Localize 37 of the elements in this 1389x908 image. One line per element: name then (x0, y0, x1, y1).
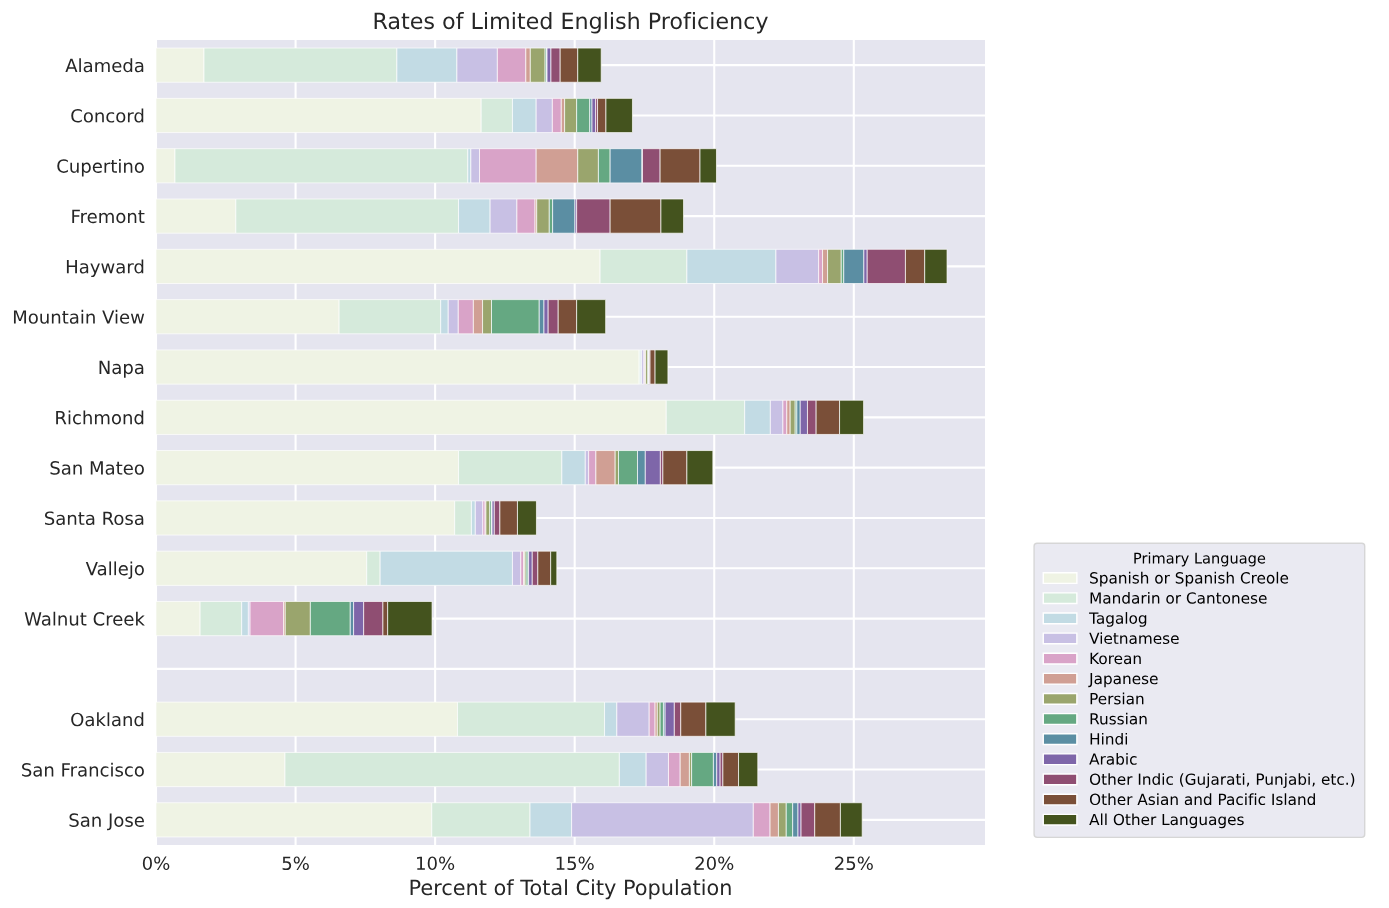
y-tick-label: Santa Rosa (44, 511, 144, 526)
x-tick-label: 15% (556, 856, 594, 871)
legend-label: Hindi (1090, 732, 1128, 745)
legend-label: All Other Languages (1089, 813, 1244, 829)
y-tick-label: San Francisco (22, 762, 144, 777)
legend-label: Spanish or Spanish Creole (1090, 571, 1289, 587)
y-tick-label: San Jose (69, 813, 144, 831)
y-tick-label: Oakland (71, 712, 144, 727)
x-tick-label: 5% (282, 856, 309, 871)
legend-label: Other Indic (Gujarati, Punjabi, etc.) (1089, 773, 1355, 788)
legend-label: Arabic (1089, 753, 1137, 765)
y-tick-label: Cupertino (57, 158, 144, 177)
legend-label: Persian (1090, 692, 1144, 705)
x-tick-label: 25% (835, 856, 873, 871)
legend-label: Japanese (1088, 672, 1158, 688)
y-tick-label: Fremont (72, 209, 145, 224)
y-tick-label: Walnut Creek (24, 611, 145, 626)
x-tick-label: 10% (417, 856, 455, 871)
y-tick-label: Mountain View (13, 309, 145, 324)
legend-label: Vietnamese (1089, 632, 1179, 645)
legend-title: Primary Language (1134, 552, 1266, 567)
x-axis-title: Percent of Total City Population (410, 879, 731, 900)
legend-label: Korean (1090, 652, 1141, 665)
legend-label: Tagalog (1089, 612, 1147, 627)
y-tick-label: Napa (99, 360, 144, 378)
x-tick-label: 20% (695, 856, 734, 871)
legend-label: Russian (1090, 712, 1147, 725)
y-tick-label: Vallejo (85, 561, 144, 579)
x-tick-label: 0% (142, 856, 170, 871)
y-tick-label: Alameda (65, 58, 144, 73)
chart-title: Rates of Limited English Proficiency (374, 12, 768, 34)
legend-label: Mandarin or Cantonese (1090, 591, 1267, 604)
y-tick-label: Concord (71, 108, 144, 123)
y-tick-label: Hayward (66, 259, 144, 278)
y-tick-label: Richmond (56, 410, 144, 425)
legend-label: Other Asian and Pacific Island (1089, 793, 1315, 806)
y-tick-label: San Mateo (50, 461, 144, 475)
